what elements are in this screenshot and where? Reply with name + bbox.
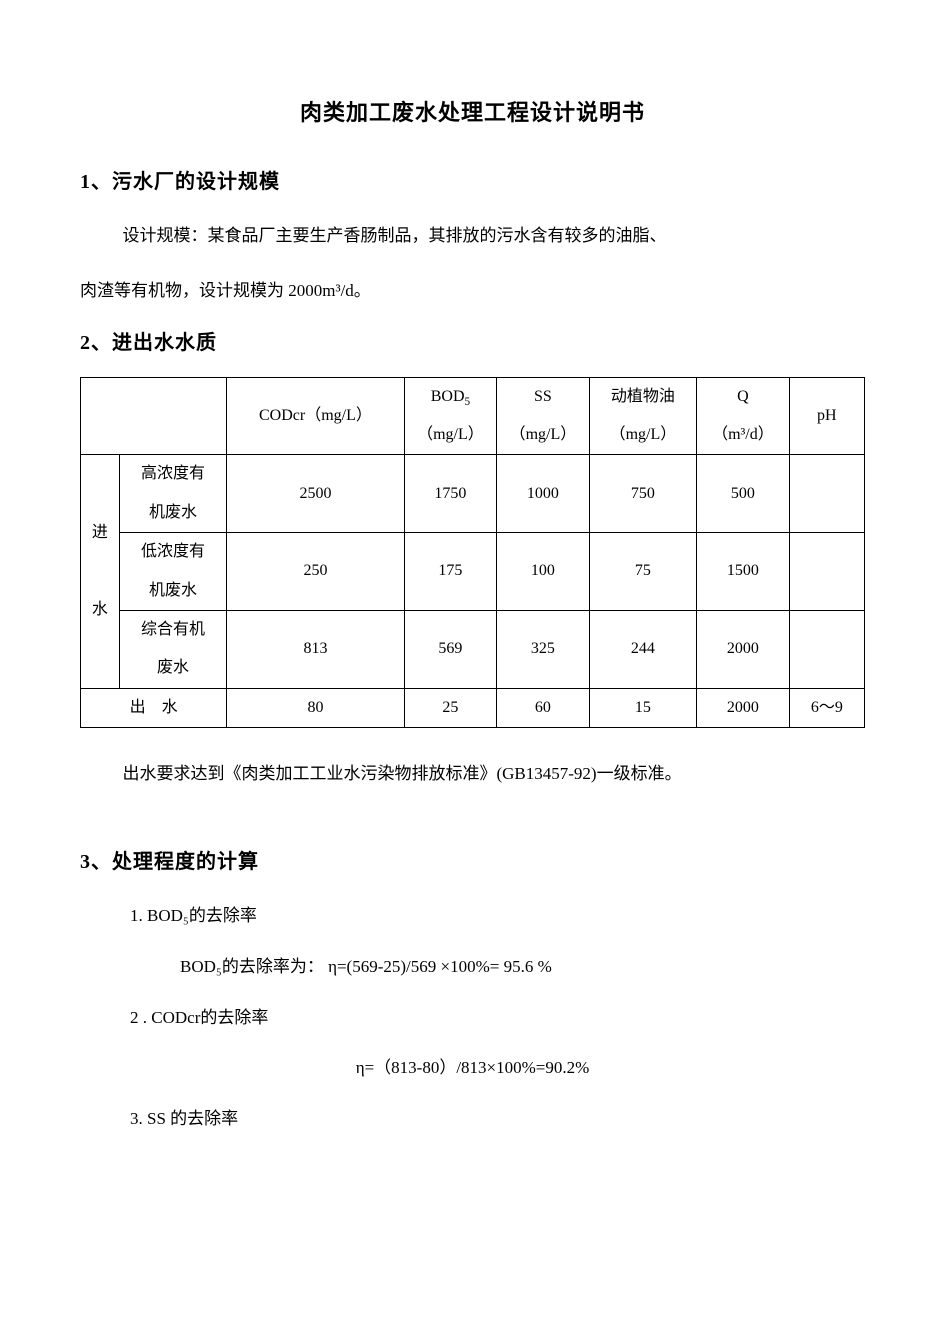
cell-cod: 250 — [227, 533, 404, 611]
th-bod-text: BOD — [431, 388, 465, 405]
th-bod: BOD5 （mg/L） — [404, 377, 496, 455]
calc-item-1-heading: 1. BOD₅的去除率 — [80, 896, 865, 937]
row-label: 综合有机 废水 — [119, 610, 227, 688]
cell-ph — [789, 610, 864, 688]
row-label-a: 高浓度有 — [141, 465, 205, 482]
row-label: 高浓度有 机废水 — [119, 455, 227, 533]
calc-item-1-formula: BOD₅的去除率为： η=(569-25)/569 ×100%= 95.6 % — [80, 947, 865, 988]
th-q: Q （m³/d） — [697, 377, 789, 455]
th-q-text: Q — [737, 388, 749, 405]
cell-ss: 1000 — [497, 455, 589, 533]
row-label-a: 综合有机 — [141, 621, 205, 638]
th-ss-unit: （mg/L） — [510, 426, 577, 443]
th-q-unit: （m³/d） — [712, 426, 774, 443]
cell-q: 500 — [697, 455, 789, 533]
section-2-note: 出水要求达到《肉类加工工业水污染物排放标准》(GB13457-92)一级标准。 — [80, 754, 865, 795]
in-water-label: 进 水 — [81, 455, 120, 688]
in-water-label-a: 进 — [92, 524, 108, 541]
cell-bod: 175 — [404, 533, 496, 611]
water-quality-table: CODcr（mg/L） BOD5 （mg/L） SS （mg/L） 动植物油 （… — [80, 377, 865, 729]
row-label-b: 机废水 — [149, 582, 197, 599]
th-oil-text: 动植物油 — [611, 388, 675, 405]
cell-ss: 325 — [497, 610, 589, 688]
table-header-row: CODcr（mg/L） BOD5 （mg/L） SS （mg/L） 动植物油 （… — [81, 377, 865, 455]
out-water-label: 出 水 — [81, 688, 227, 727]
th-bod-sub: 5 — [465, 396, 471, 408]
cell-oil: 750 — [589, 455, 697, 533]
row-label-b: 废水 — [157, 659, 189, 676]
row-label: 低浓度有 机废水 — [119, 533, 227, 611]
document-page: 肉类加工废水处理工程设计说明书 1、污水厂的设计规模 设计规模：某食品厂主要生产… — [0, 0, 945, 1337]
cell-cod: 80 — [227, 688, 404, 727]
th-ss: SS （mg/L） — [497, 377, 589, 455]
table-row: 综合有机 废水 813 569 325 244 2000 — [81, 610, 865, 688]
in-water-label-b: 水 — [92, 601, 108, 618]
section-1-heading: 1、污水厂的设计规模 — [80, 165, 865, 194]
section-1-para-2: 肉渣等有机物，设计规模为 2000m³/d。 — [80, 271, 865, 312]
th-oil: 动植物油 （mg/L） — [589, 377, 697, 455]
cell-bod: 25 — [404, 688, 496, 727]
th-cod: CODcr（mg/L） — [227, 377, 404, 455]
cell-bod: 1750 — [404, 455, 496, 533]
cell-ph — [789, 533, 864, 611]
section-3-heading: 3、处理程度的计算 — [80, 845, 865, 874]
cell-ss: 60 — [497, 688, 589, 727]
cell-oil: 244 — [589, 610, 697, 688]
cell-q: 2000 — [697, 688, 789, 727]
th-blank — [81, 377, 227, 455]
cell-q: 1500 — [697, 533, 789, 611]
row-label-a: 低浓度有 — [141, 543, 205, 560]
cell-ss: 100 — [497, 533, 589, 611]
row-label-b: 机废水 — [149, 504, 197, 521]
cell-oil: 75 — [589, 533, 697, 611]
th-oil-unit: （mg/L） — [610, 426, 677, 443]
calc-item-3-heading: 3. SS 的去除率 — [80, 1099, 865, 1140]
cell-q: 2000 — [697, 610, 789, 688]
section-2-heading: 2、进出水水质 — [80, 326, 865, 355]
table-row-out: 出 水 80 25 60 15 2000 6～9 — [81, 688, 865, 727]
th-ph: pH — [789, 377, 864, 455]
table-row: 进 水 高浓度有 机废水 2500 1750 1000 750 500 — [81, 455, 865, 533]
th-bod-unit: （mg/L） — [417, 426, 484, 443]
calc-item-2-heading: 2 . CODcr的去除率 — [80, 998, 865, 1039]
cell-cod: 813 — [227, 610, 404, 688]
table-row: 低浓度有 机废水 250 175 100 75 1500 — [81, 533, 865, 611]
th-ss-text: SS — [534, 388, 552, 405]
cell-cod: 2500 — [227, 455, 404, 533]
document-title: 肉类加工废水处理工程设计说明书 — [80, 95, 865, 127]
cell-bod: 569 — [404, 610, 496, 688]
cell-ph: 6～9 — [789, 688, 864, 727]
cell-oil: 15 — [589, 688, 697, 727]
calc-item-2-formula: η=（813-80）/813×100%=90.2% — [80, 1048, 865, 1089]
section-1-para-1: 设计规模：某食品厂主要生产香肠制品，其排放的污水含有较多的油脂、 — [80, 216, 865, 257]
cell-ph — [789, 455, 864, 533]
